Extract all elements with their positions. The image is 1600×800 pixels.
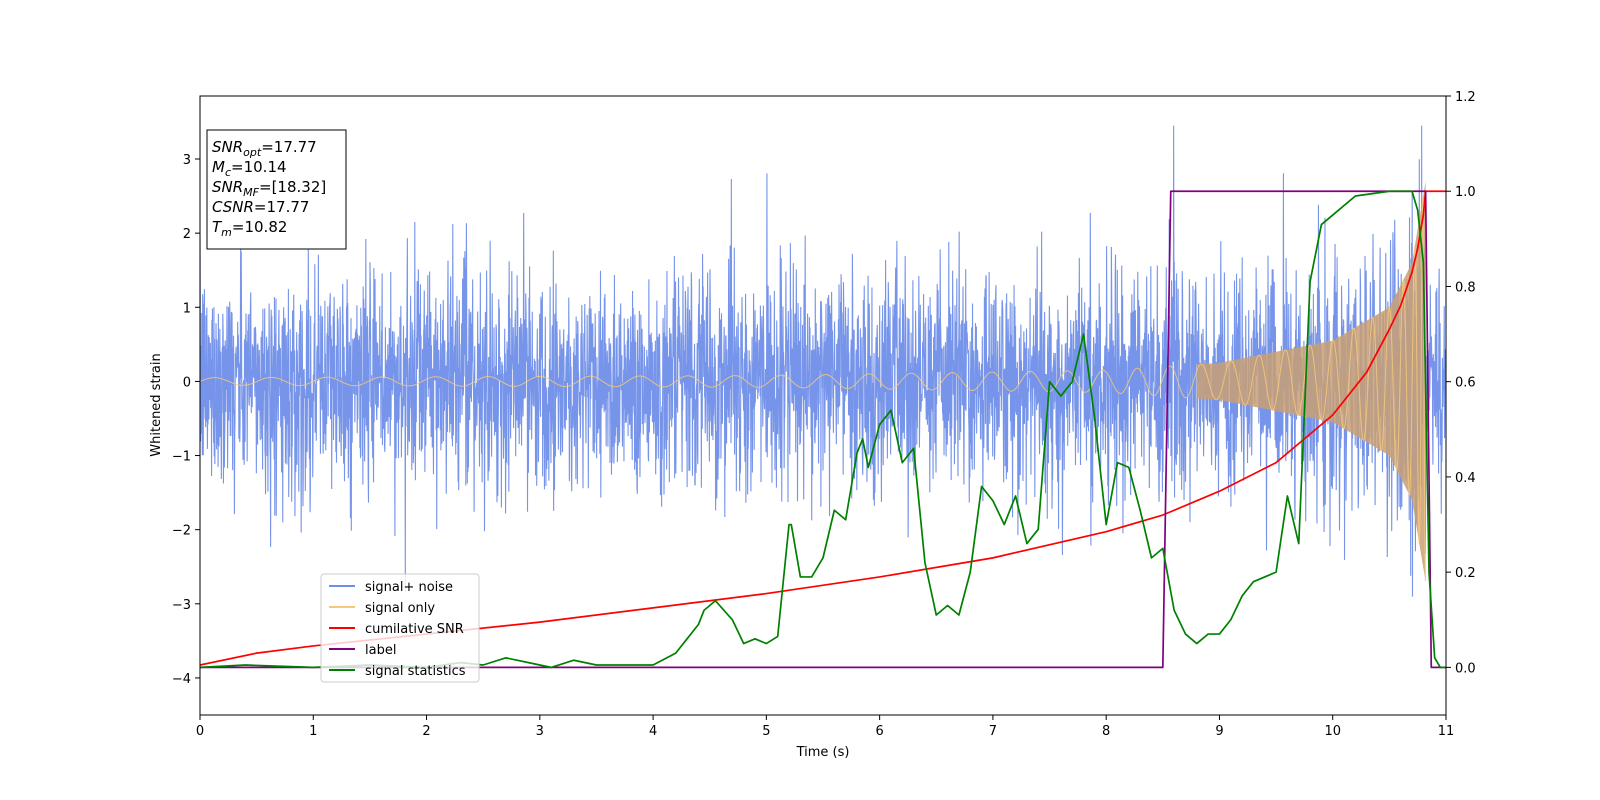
x-tick-label: 3 — [536, 724, 544, 739]
y-tick-label: −2 — [172, 524, 191, 539]
info-box-line: Mc=10.14 — [212, 158, 287, 179]
y-tick-label: 0 — [183, 375, 191, 390]
info-symbol: SNR — [212, 138, 243, 156]
series-signal-only-line — [200, 197, 1427, 582]
x-tick-label: 8 — [1102, 724, 1110, 739]
legend-label: signal only — [365, 601, 435, 616]
axes: 0 1 2 3 4 5 6 7 8 9 10 113210−1−2−3−41.21.00.80.60.… — [172, 90, 1476, 739]
legend-label: signal+ noise — [365, 580, 453, 595]
y2-tick-label: 0.8 — [1455, 280, 1476, 295]
y-axis-label: Whitened strain — [149, 353, 164, 456]
info-symbol: M — [212, 158, 225, 176]
y2-tick-label: 0.6 — [1455, 376, 1476, 391]
x-tick-label: 10 — [1324, 724, 1341, 739]
x-tick-label: 7 — [989, 724, 997, 739]
y2-tick-label: 1.0 — [1455, 185, 1476, 200]
legend-label: cumilative SNR — [365, 622, 464, 637]
x-axis-label: Time (s) — [796, 745, 850, 760]
series-label-line — [200, 190, 1446, 669]
x-tick-label: 6 — [875, 724, 883, 739]
series-signal-statistics-line — [200, 190, 1446, 669]
x-tick-label: 5 — [762, 724, 770, 739]
info-value: =10.82 — [232, 218, 288, 236]
y-tick-label: −1 — [172, 450, 191, 465]
info-symbol: T — [212, 218, 223, 236]
info-value: =[18.32] — [259, 178, 326, 196]
info-value: =17.77 — [254, 198, 310, 216]
info-box-frame — [206, 129, 347, 250]
x-tick-label: 11 — [1438, 724, 1455, 739]
info-symbol: SNR — [212, 178, 243, 196]
info-subscript: m — [221, 226, 232, 239]
y-tick-label: 2 — [183, 227, 191, 242]
plot-frame — [199, 95, 1447, 716]
x-tick-label: 0 — [196, 724, 204, 739]
y-tick-label: −3 — [172, 598, 191, 613]
x-tick-label: 1 — [309, 724, 317, 739]
legend-frame — [320, 573, 480, 683]
info-symbol: CSNR — [212, 198, 254, 216]
series-cumulative-snr-line — [200, 190, 1446, 666]
legend-label: label — [365, 643, 396, 658]
y2-tick-label: 0.2 — [1455, 566, 1476, 581]
plot-area — [200, 125, 1446, 669]
series-signal-only-band — [1196, 181, 1426, 582]
y2-tick-label: 1.2 — [1455, 90, 1476, 105]
y-tick-label: 3 — [183, 153, 191, 168]
info-box-line: SNRMF=[18.32] — [212, 178, 326, 199]
info-subscript: c — [225, 166, 231, 179]
info-value: =10.14 — [231, 158, 287, 176]
y2-tick-label: 0.4 — [1455, 471, 1476, 486]
info-box: SNRopt=17.77Mc=10.14SNRMF=[18.32]CSNR=17… — [206, 129, 347, 250]
x-tick-label: 4 — [649, 724, 657, 739]
y-tick-label: 1 — [183, 301, 191, 316]
info-box-line: Tm=10.82 — [212, 218, 287, 239]
legend-label: signal statistics — [365, 664, 466, 679]
x-tick-label: 2 — [422, 724, 430, 739]
info-box-line: SNRopt=17.77 — [212, 138, 317, 159]
x-tick-label: 9 — [1215, 724, 1223, 739]
info-subscript: opt — [243, 146, 262, 159]
info-subscript: MF — [243, 186, 259, 199]
y-tick-label: −4 — [172, 672, 191, 687]
legend: signal+ noise signal only cumilative SNR la… — [320, 573, 480, 683]
info-box-line: CSNR=17.77 — [212, 198, 309, 216]
info-value: =17.77 — [261, 138, 317, 156]
y2-tick-label: 0.0 — [1455, 661, 1476, 676]
